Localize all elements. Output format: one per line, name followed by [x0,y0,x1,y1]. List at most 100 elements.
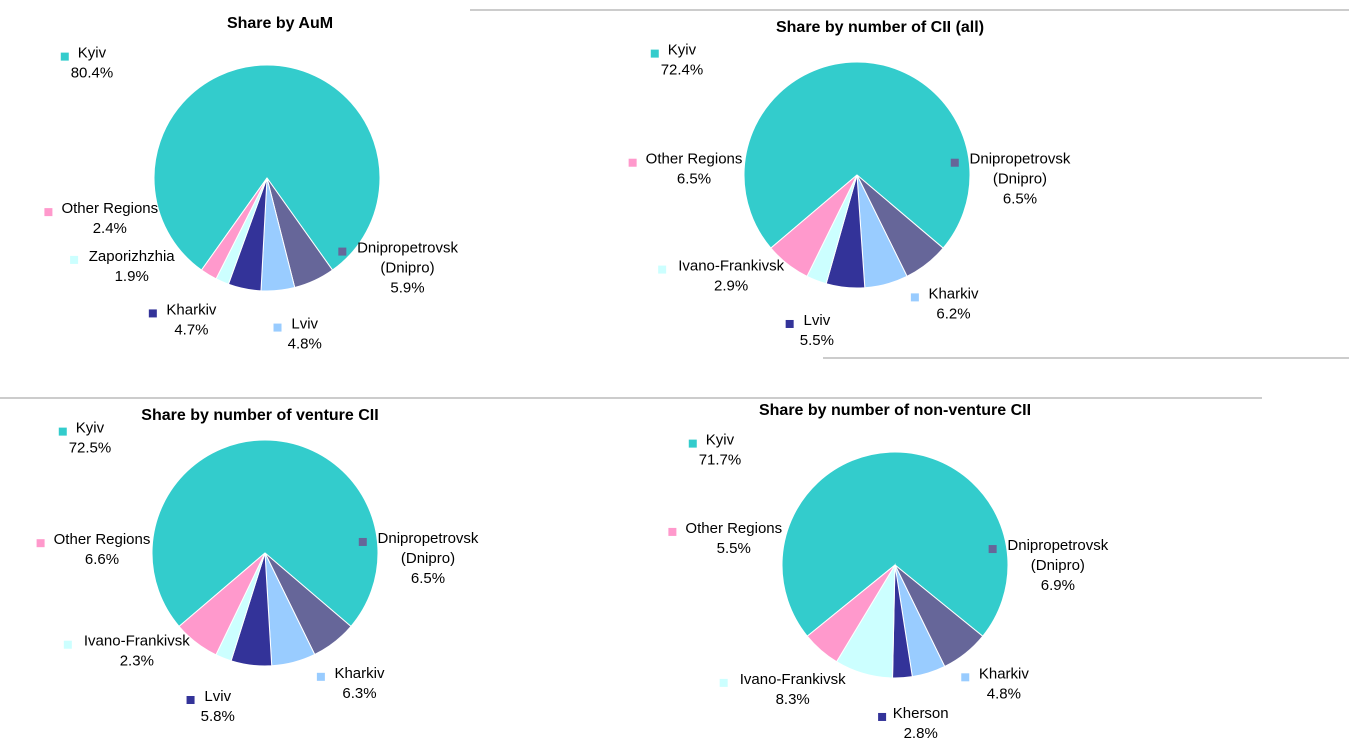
legend-swatch [60,52,69,61]
slice-label: Kharkiv [166,301,217,318]
label-line: Kyiv [76,420,105,437]
label-line: Other Regions [54,531,151,548]
pie-slice [781,451,1009,637]
value-label: 2.9% [714,278,748,295]
legend-swatch [316,672,325,681]
label-line: Ivano-Frankivsk [740,671,846,688]
legend-swatch [63,640,72,649]
pie-slice [743,61,971,249]
value-label: 6.3% [342,685,376,702]
value-label: 6.5% [411,570,445,587]
slice-label: Kharkiv [979,665,1030,682]
pie-slice [770,174,858,277]
label-line: (Dnipro) [401,550,455,567]
label-line: Kharkiv [979,665,1030,682]
pie-slice [178,552,266,656]
legend-swatch [338,247,347,256]
legend-swatch [44,208,53,217]
label-line: Dnipropetrovsk [378,530,479,547]
label-line: Kyiv [78,45,107,62]
legend-swatch [688,439,697,448]
legend-swatch [650,49,659,58]
slice-label: Dnipropetrovsk (Dnipro) [378,530,479,567]
label-line: Kharkiv [166,301,217,318]
value-label: 71.7% [699,452,742,469]
slice-label: Kherson [893,705,949,722]
label-line: Lviv [804,312,831,329]
slice-label: Dnipropetrovsk (Dnipro) [970,151,1071,188]
slice-label: Kyiv [706,432,735,449]
label-line: Kherson [893,705,949,722]
label-line: Dnipropetrovsk [970,151,1071,168]
legend-swatch [719,678,728,687]
legend-swatch [58,427,67,436]
label-line: Lviv [291,316,318,333]
label-line: Other Regions [61,200,158,217]
label-line: Kharkiv [928,285,979,302]
legend-swatch [148,309,157,318]
pie-slice [200,177,268,280]
slice-label: Kharkiv [928,285,979,302]
value-label: 4.8% [288,336,322,353]
slice-label: Kyiv [668,42,697,59]
legend-swatch [70,255,79,264]
legend-swatch [186,696,195,705]
value-label: 80.4% [71,65,114,82]
label-line: Kyiv [706,432,735,449]
value-label: 6.5% [677,171,711,188]
label-line: Kyiv [668,42,697,59]
label-line: (Dnipro) [1031,557,1085,574]
value-label: 5.9% [390,280,424,297]
slice-label: Other Regions [54,531,151,548]
slice-label: Other Regions [61,200,158,217]
legend-swatch [961,673,970,682]
value-label: 6.2% [936,305,970,322]
value-label: 5.5% [717,540,751,557]
legend-swatch [273,323,282,332]
chart-title: Share by AuM [227,15,333,32]
legend-swatch [36,539,45,548]
value-label: 8.3% [776,691,810,708]
pie-chart: Share by number of non-venture CII Kyiv 71… [668,402,1109,742]
label-line: (Dnipro) [380,260,434,277]
value-label: 2.8% [904,725,938,742]
slice-label: Zaporizhzhia [89,248,176,265]
pie-slice [153,64,381,271]
legend-swatch [358,537,367,546]
slice-label: Kharkiv [334,665,385,682]
slice-label: Dnipropetrovsk (Dnipro) [1007,537,1108,574]
label-line: Ivano-Frankivsk [84,633,190,650]
slice-label: Kyiv [78,45,107,62]
pie-slice [806,564,896,663]
value-label: 72.4% [661,62,704,79]
slice-label: Ivano-Frankivsk [740,671,846,688]
label-line: Ivano-Frankivsk [678,258,784,275]
label-line: (Dnipro) [993,171,1047,188]
slice-label: Ivano-Frankivsk [84,633,190,650]
pie-chart: Share by number of venture CII Kyiv 72.5% D… [36,407,479,725]
value-label: 1.9% [115,268,149,285]
value-label: 6.9% [1041,577,1075,594]
slice-label: Ivano-Frankivsk [678,258,784,275]
value-label: 6.5% [1003,191,1037,208]
legend-swatch [910,293,919,302]
legend-swatch [668,527,677,536]
label-line: Zaporizhzhia [89,248,176,265]
slice-label: Lviv [291,316,318,333]
chart-title: Share by number of non-venture CII [759,402,1031,419]
pie-chart: Share by AuM Kyiv 80.4% Dnipropetrovsk (Dnip… [44,15,458,353]
legend-swatch [988,545,997,554]
chart-title: Share by number of venture CII [141,407,378,424]
chart-title: Share by number of CII (all) [776,19,984,36]
value-label: 5.5% [800,332,834,349]
slice-label: Lviv [804,312,831,329]
label-line: Kharkiv [334,665,385,682]
legend-swatch [878,712,887,721]
legend-swatch [628,158,637,167]
label-line: Dnipropetrovsk [1007,537,1108,554]
label-line: Dnipropetrovsk [357,240,458,257]
value-label: 2.4% [93,220,127,237]
label-line: Lviv [204,688,231,705]
slice-label: Dnipropetrovsk (Dnipro) [357,240,458,277]
value-label: 6.6% [85,551,119,568]
